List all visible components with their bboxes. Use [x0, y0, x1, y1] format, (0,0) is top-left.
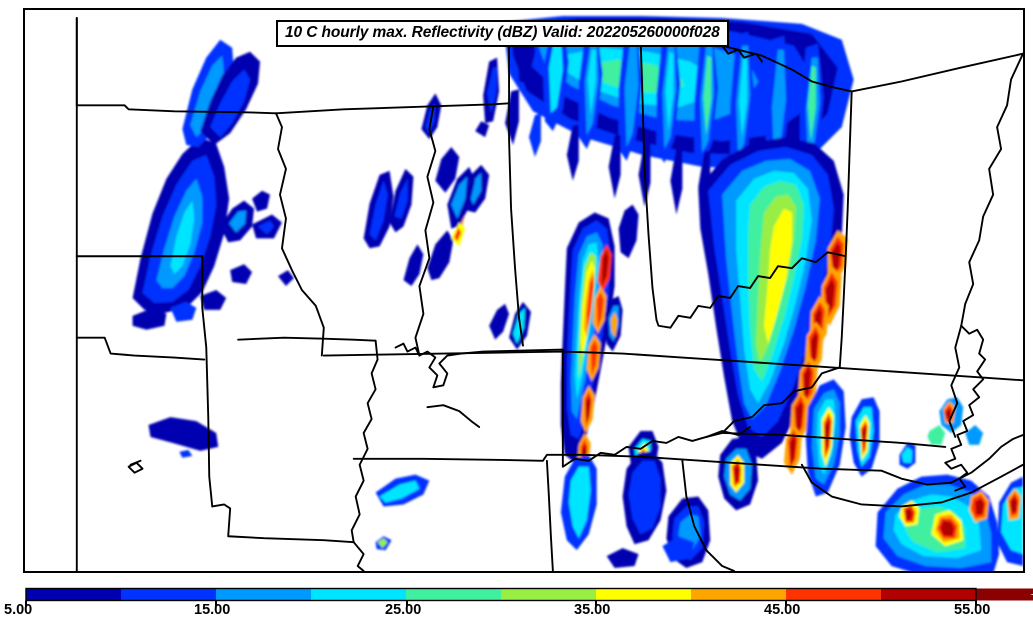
echo-carolina-cluster [875, 397, 1023, 571]
colorbar-band [881, 588, 976, 601]
colorbar-band [596, 588, 691, 601]
colorbar-band [26, 588, 121, 601]
colorbar-tick-label: 15.00 [194, 602, 231, 618]
colorbar-band [501, 588, 596, 601]
colorbar-band [786, 588, 881, 601]
echo-northern-plains [132, 39, 294, 330]
map-panel: 10 C hourly max. Reflectivity (dBZ) Vali… [23, 8, 1025, 573]
colorbar-band [311, 588, 406, 601]
map-canvas [25, 10, 1023, 571]
colorbar-band [406, 588, 501, 601]
colorbar-swatches [25, 587, 1033, 607]
reflectivity-field [132, 15, 1023, 571]
colorbar-tick-label: 35.00 [574, 602, 611, 618]
echo-ozark-streak [148, 417, 219, 458]
colorbar-tick-label: 45.00 [764, 602, 801, 618]
echo-ohio-valley-squall [698, 137, 880, 497]
plot-title: 10 C hourly max. Reflectivity (dBZ) Vali… [276, 20, 729, 48]
echo-alabama-scattered [375, 474, 695, 569]
colorbar-tick-label: 25.00 [385, 602, 422, 618]
colorbar-band [691, 588, 786, 601]
colorbar-tick-label: 5.00 [4, 602, 33, 618]
colorbar-band [121, 588, 216, 601]
colorbar-band-max [976, 588, 1033, 601]
colorbar-tick-label: 55.00 [954, 602, 991, 618]
colorbar-band [216, 588, 311, 601]
colorbar: 5.00 15.00 25.00 35.00 45.00 55.00 [0, 585, 1033, 633]
